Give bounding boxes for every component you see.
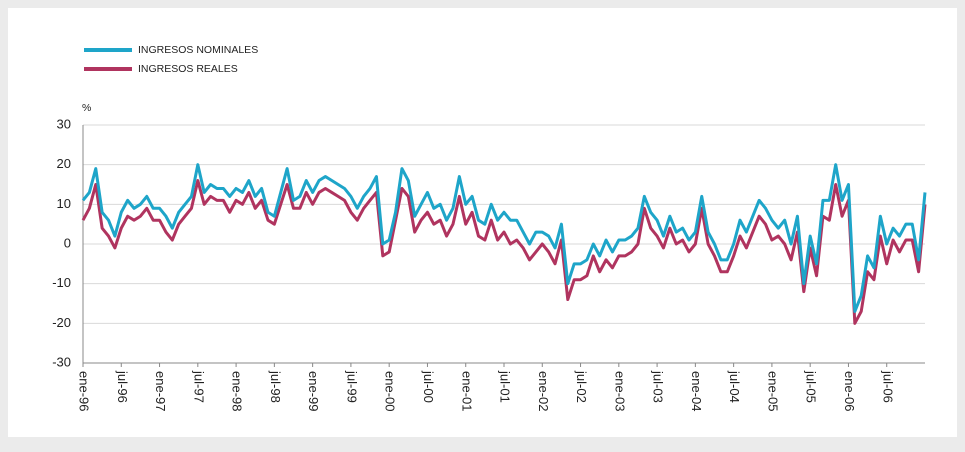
x-tick-label: jul-06 bbox=[880, 370, 895, 403]
x-tick-label: ene-97 bbox=[153, 371, 168, 411]
y-tick-label: 10 bbox=[57, 196, 71, 211]
y-tick-label: -30 bbox=[52, 354, 71, 369]
x-tick-label: jul-97 bbox=[191, 370, 206, 403]
x-tick-label: jul-98 bbox=[268, 370, 283, 403]
y-axis-label: % bbox=[82, 102, 91, 114]
legend-label: INGRESOS NOMINALES bbox=[138, 44, 258, 56]
x-tick-label: ene-03 bbox=[612, 371, 627, 411]
y-tick-label: -10 bbox=[52, 275, 71, 290]
x-tick-label: jul-99 bbox=[344, 370, 359, 403]
x-tick-label: ene-04 bbox=[689, 371, 704, 411]
y-tick-label: 20 bbox=[57, 156, 71, 171]
x-tick-label: jul-96 bbox=[115, 370, 130, 403]
x-tick-label: jul-01 bbox=[498, 370, 513, 403]
x-tick-label: jul-04 bbox=[727, 370, 742, 403]
x-tick-label: jul-02 bbox=[574, 370, 589, 403]
line-series bbox=[81, 163, 927, 313]
x-tick-label: jul-03 bbox=[651, 370, 666, 403]
line-series bbox=[81, 179, 927, 325]
x-tick-label: jul-00 bbox=[421, 370, 436, 403]
x-tick-label: jul-05 bbox=[804, 370, 819, 403]
x-tick-label: ene-96 bbox=[77, 371, 92, 411]
y-tick-label: -20 bbox=[52, 315, 71, 330]
y-tick-label: 0 bbox=[64, 235, 71, 250]
x-tick-label: ene-99 bbox=[306, 371, 321, 411]
x-tick-label: ene-02 bbox=[536, 371, 551, 411]
y-tick-label: 30 bbox=[57, 116, 71, 131]
x-tick-label: ene-05 bbox=[765, 371, 780, 411]
x-tick-label: ene-00 bbox=[383, 371, 398, 411]
x-tick-label: ene-98 bbox=[230, 371, 245, 411]
x-tick-label: ene-01 bbox=[459, 371, 474, 411]
x-tick-label: ene-06 bbox=[842, 371, 857, 411]
legend-label: INGRESOS REALES bbox=[138, 63, 238, 75]
